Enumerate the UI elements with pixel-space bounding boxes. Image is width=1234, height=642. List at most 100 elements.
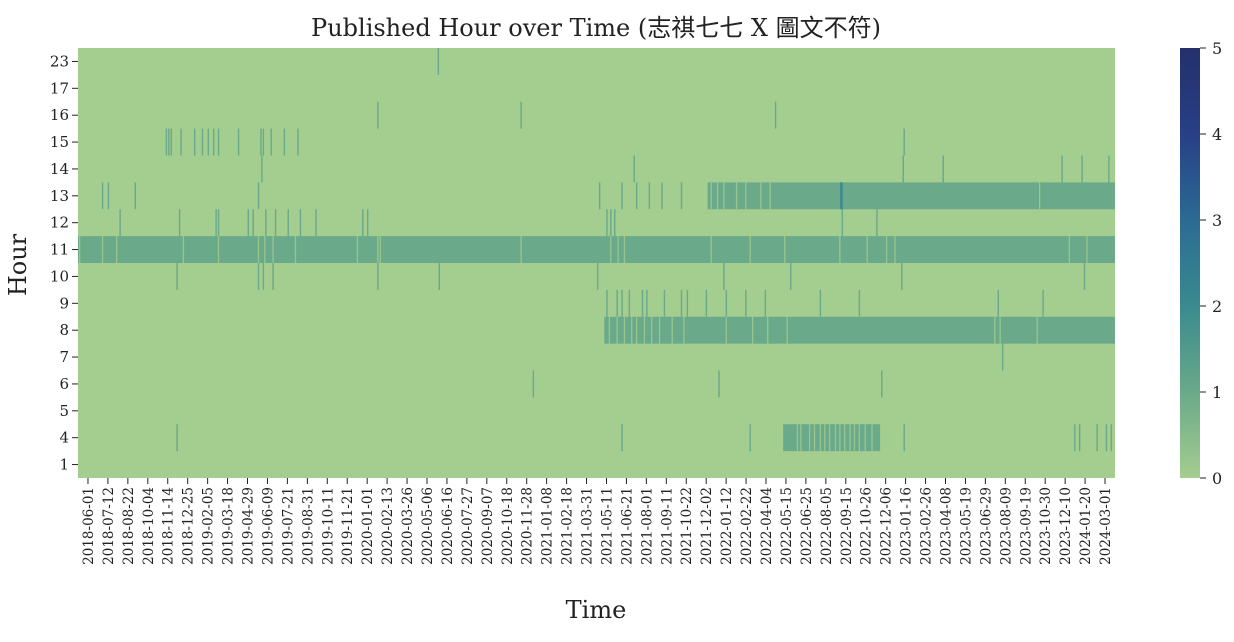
- heatmap-cell: [680, 182, 683, 210]
- heatmap-cell: [283, 128, 286, 156]
- heatmap-cell: [182, 236, 185, 263]
- x-tick-label: 2019-10-11: [320, 487, 336, 565]
- y-axis: 23 17 16 15 14 13 12 11 10 9 8 7 6 5 4 1: [50, 52, 78, 474]
- heatmap-cell: [643, 316, 646, 344]
- x-tick-label: 2022-12-06: [879, 487, 895, 565]
- heatmap-cell: [824, 424, 826, 452]
- colorbar-tick-label: 0: [1212, 469, 1222, 488]
- heatmap-cell: [366, 209, 369, 237]
- x-tick-label: 2021-03-31: [580, 487, 596, 565]
- heatmap-cell: [796, 424, 799, 452]
- heatmap-cell: [257, 236, 260, 263]
- heatmap-hotspot: [840, 182, 843, 210]
- heatmap-cell: [265, 209, 267, 237]
- heatmap-cell: [520, 236, 522, 263]
- colorbar-tick-label: 4: [1212, 125, 1222, 144]
- colorbar-tick-label: 1: [1212, 383, 1222, 402]
- x-tick-label: 2020-05-06: [420, 487, 436, 565]
- heatmap-cell: [800, 424, 802, 452]
- heatmap-cell: [864, 424, 866, 452]
- heatmap-cell: [902, 155, 904, 183]
- x-tick-label: 2023-04-08: [938, 487, 954, 565]
- heatmap-cell: [606, 289, 608, 317]
- heatmap-cell: [299, 209, 302, 237]
- heatmap-cell: [201, 128, 204, 156]
- chart-title: Published Hour over Time (志祺七七 X 圖文不符): [311, 14, 881, 42]
- heatmap-cell: [819, 289, 822, 317]
- x-tick-label: 2023-12-10: [1058, 487, 1074, 565]
- heatmap-cell: [841, 209, 844, 237]
- heatmap-cell: [705, 289, 708, 317]
- x-tick-label: 2022-08-05: [819, 487, 835, 565]
- heatmap-cell: [866, 236, 868, 263]
- heatmap-cell: [849, 424, 851, 452]
- heatmap-cell: [718, 370, 720, 398]
- heatmap-cell: [745, 182, 747, 210]
- heatmap-cell: [663, 289, 666, 317]
- heatmap-cell: [633, 155, 635, 183]
- heatmap-cell: [598, 182, 601, 210]
- heatmap-cell: [903, 128, 905, 156]
- heatmap-cell: [294, 236, 297, 263]
- heatmap-cell: [437, 48, 440, 75]
- heatmap-cell: [834, 424, 837, 452]
- heatmap-cell: [858, 289, 861, 317]
- heatmap-cell: [134, 182, 136, 210]
- x-tick-label: 2021-05-11: [599, 487, 615, 565]
- y-tick-label: 6: [59, 375, 69, 393]
- y-tick-label: 23: [50, 52, 69, 70]
- x-tick-label: 2021-12-02: [699, 487, 715, 565]
- x-tick-label: 2021-08-01: [639, 487, 655, 565]
- heatmap-cell: [356, 236, 359, 263]
- heatmap-cell: [180, 128, 182, 156]
- heatmap-cell: [767, 316, 769, 344]
- heatmap-cell: [997, 289, 999, 317]
- heatmap-cell: [610, 236, 612, 263]
- heatmap-cell: [1068, 236, 1071, 263]
- heatmap-cell: [671, 316, 673, 344]
- x-tick-label: 2022-09-15: [839, 487, 855, 565]
- heatmap-cell: [760, 182, 762, 210]
- heatmap-band-hour-11: [78, 236, 1115, 263]
- heatmap-cell: [994, 316, 996, 344]
- heatmap-cell: [170, 128, 172, 156]
- x-tick-label: 2021-01-08: [540, 487, 556, 565]
- heatmap-cell: [885, 236, 888, 263]
- heatmap-cell: [193, 128, 196, 156]
- heatmap-cell: [260, 128, 262, 156]
- x-tick-label: 2021-06-21: [619, 487, 635, 565]
- heatmap-cell: [858, 424, 860, 452]
- heatmap-cell: [1074, 424, 1076, 452]
- heatmap-cell: [1086, 236, 1088, 263]
- heatmap-cell: [999, 316, 1001, 344]
- heatmap-cell: [217, 236, 220, 263]
- heatmap-cell: [764, 289, 767, 317]
- heatmap-cell: [745, 289, 747, 317]
- y-tick-label: 15: [50, 133, 69, 151]
- x-axis-label: Time: [566, 596, 627, 624]
- heatmap-cell: [710, 236, 712, 263]
- heatmap-cell: [894, 236, 896, 263]
- heatmap-cell: [1081, 155, 1083, 183]
- heatmap-cell: [621, 424, 623, 452]
- x-tick-label: 2020-10-18: [500, 487, 516, 565]
- heatmap-cell: [287, 209, 289, 237]
- heatmap-cell: [377, 236, 379, 263]
- heatmap-cell: [362, 209, 364, 237]
- heatmap-cell: [635, 182, 638, 210]
- x-tick-label: 2020-02-13: [380, 487, 396, 565]
- heatmap-cell: [683, 316, 685, 344]
- heatmap-cell: [839, 424, 841, 452]
- heatmap-cell: [377, 263, 379, 290]
- x-tick-label: 2019-11-21: [340, 487, 356, 565]
- heatmap-cell: [101, 182, 104, 210]
- heatmap-cell: [1038, 182, 1041, 210]
- heatmap-cell: [808, 424, 811, 452]
- heatmap-cell: [646, 289, 648, 317]
- heatmap-cell: [651, 316, 653, 344]
- heatmap-cell: [270, 128, 272, 156]
- x-tick-label: 2019-06-09: [260, 487, 276, 565]
- heatmap-cell: [101, 236, 104, 263]
- colorbar-tick-label: 2: [1212, 297, 1222, 316]
- heatmap-cell: [176, 263, 178, 290]
